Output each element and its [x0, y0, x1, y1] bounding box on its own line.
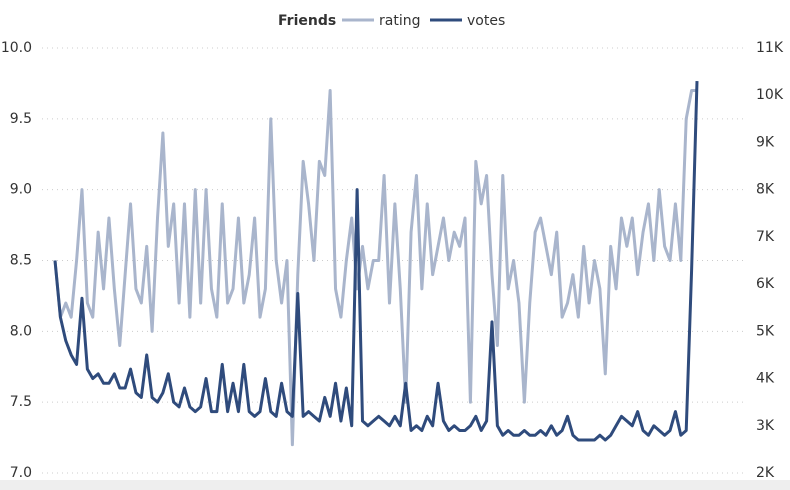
y-tick-label: 8.0: [10, 323, 32, 339]
y-tick-label: 7.0: [10, 465, 32, 481]
legend-label: rating: [379, 13, 420, 29]
y2-tick-label: 10K: [756, 87, 784, 103]
y2-tick-label: 9K: [756, 134, 775, 150]
y2-tick-label: 2K: [756, 465, 775, 481]
y2-tick-label: 8K: [756, 182, 775, 198]
series-line: [53, 89, 697, 447]
y-tick-label: 10.0: [1, 40, 32, 56]
y2-tick-label: 3K: [756, 418, 775, 434]
y2-tick-label: 7K: [756, 229, 775, 245]
bottom-strip: [0, 480, 790, 490]
y-tick-label: 9.0: [10, 182, 32, 198]
y2-tick-label: 4K: [756, 371, 775, 387]
y-tick-label: 7.5: [10, 394, 32, 410]
y2-tick-label: 5K: [756, 323, 775, 339]
y2-tick-label: 11K: [756, 40, 784, 56]
legend-title: Friends: [278, 13, 336, 29]
series-line: [53, 81, 699, 442]
y2-tick-label: 6K: [756, 276, 775, 292]
legend-label: votes: [467, 13, 505, 29]
y-tick-label: 9.5: [10, 111, 32, 127]
y-tick-label: 8.5: [10, 253, 32, 269]
